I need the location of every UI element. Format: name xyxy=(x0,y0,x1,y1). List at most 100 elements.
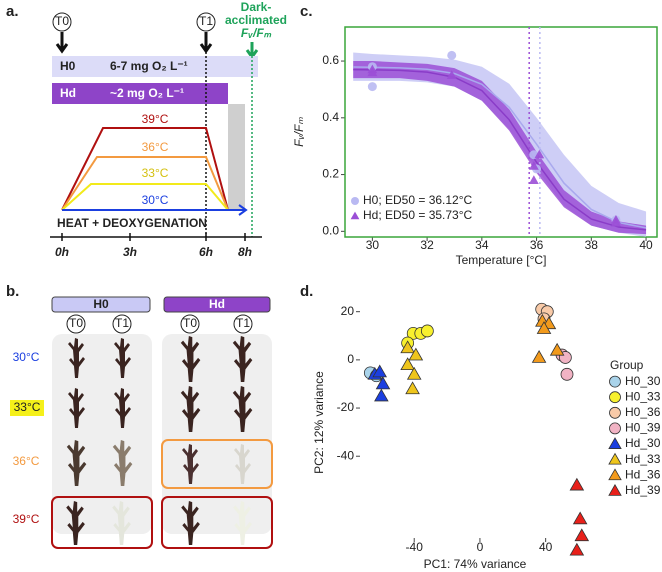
label-highlight xyxy=(10,400,44,416)
arrow xyxy=(245,42,259,60)
time-tick: 0h xyxy=(55,245,69,259)
temp-profile xyxy=(61,156,229,211)
legend-entry: H0_36 xyxy=(625,405,661,419)
legend-entry: H0_30 xyxy=(625,374,661,388)
point xyxy=(400,357,415,371)
x-tick-label: 38 xyxy=(585,238,599,252)
point xyxy=(549,342,565,356)
legend-entry: Hd_30 xyxy=(625,436,661,450)
panel-label: a. xyxy=(6,3,19,20)
row-label: 39°C xyxy=(13,512,40,526)
point xyxy=(531,350,547,363)
charts: c. 30 32 34 36 38 40 0.0 0.2 0.4 0.6 Temperature [°… xyxy=(292,3,661,571)
highlight-box xyxy=(161,439,273,489)
legend-marker xyxy=(350,211,360,220)
point xyxy=(560,367,574,381)
timepoint-marker xyxy=(233,314,253,334)
point xyxy=(405,381,420,395)
point xyxy=(372,364,388,378)
timepoint-marker xyxy=(196,12,216,32)
point xyxy=(569,477,585,491)
group-name: H0 xyxy=(93,297,109,311)
photo-panel xyxy=(162,334,272,534)
dark-label: acclimated xyxy=(225,13,287,27)
dark-label: Dark- xyxy=(241,0,272,14)
timepoint: T1 xyxy=(115,316,129,330)
legend-entry: Hd_39 xyxy=(625,483,661,497)
point xyxy=(408,347,424,361)
x-tick-label: 30 xyxy=(366,238,380,252)
treatment-name: H0 xyxy=(60,59,76,73)
temp-label: 39°C xyxy=(142,112,169,126)
temp-label: 30°C xyxy=(142,193,169,207)
x-axis-title: Temperature [°C] xyxy=(456,253,547,267)
panel-label: c. xyxy=(300,3,313,20)
point xyxy=(574,528,590,542)
panel-label: b. xyxy=(6,283,19,300)
point xyxy=(447,50,457,60)
row-label: 30°C xyxy=(13,350,40,364)
x-tick-label: 36 xyxy=(530,238,544,252)
timepoint-marker xyxy=(180,314,200,334)
point xyxy=(374,388,389,402)
temp-profile xyxy=(61,127,229,211)
y-tick-label: -40 xyxy=(337,448,355,462)
legend-marker xyxy=(609,391,621,404)
point xyxy=(572,511,588,525)
time-tick: 8h xyxy=(238,245,252,259)
point xyxy=(569,542,585,556)
timepoint: T1 xyxy=(236,316,250,330)
dark-label: Fᵥ/Fₘ xyxy=(241,26,272,40)
row-label: 36°C xyxy=(13,454,40,468)
arrow xyxy=(55,32,69,54)
y-axis-title: PC2: 12% variance xyxy=(312,371,326,474)
temp-label: 33°C xyxy=(142,166,169,180)
y-tick-label: 0.4 xyxy=(322,110,339,124)
timepoint: T0 xyxy=(183,316,197,330)
point xyxy=(446,70,457,79)
y-tick-label: 0 xyxy=(347,352,354,366)
point xyxy=(367,82,377,92)
point xyxy=(420,324,434,338)
x-tick-label: 32 xyxy=(420,238,434,252)
x-tick-label: 0 xyxy=(477,540,484,554)
x-tick-label: 34 xyxy=(475,238,489,252)
timepoint: T0 xyxy=(69,316,83,330)
dark-period xyxy=(228,104,245,210)
legend-marker xyxy=(608,452,622,465)
x-tick-label: 40 xyxy=(639,238,653,252)
x-tick-label: 40 xyxy=(539,540,553,554)
point xyxy=(528,161,539,170)
process-label: HEAT + DEOXYGENATION xyxy=(57,216,207,230)
legend-marker xyxy=(609,422,621,435)
y-tick-label: 20 xyxy=(341,304,355,318)
point xyxy=(536,321,552,334)
temp-profile xyxy=(61,183,229,211)
y-axis-title: Fᵥ/Fₘ xyxy=(292,117,306,147)
fit-line xyxy=(353,68,647,231)
legend-entry: Hd; ED50 = 35.73°C xyxy=(363,208,473,222)
point xyxy=(534,149,545,159)
time-tick: 6h xyxy=(199,245,213,259)
y-tick-label: -20 xyxy=(337,400,355,414)
oxygen-level: ~2 mg O₂ L⁻¹ xyxy=(110,86,184,100)
legend-marker xyxy=(608,437,622,449)
treatment-bar xyxy=(52,83,228,104)
fit-line xyxy=(353,66,647,229)
legend-title: Group xyxy=(610,358,644,372)
point xyxy=(406,366,422,380)
point xyxy=(400,340,415,354)
legend-entry: H0_33 xyxy=(625,389,661,403)
group-name: Hd xyxy=(209,297,225,311)
timepoint-marker xyxy=(66,314,86,334)
y-tick-label: 0.2 xyxy=(322,167,339,181)
point xyxy=(375,376,391,390)
legend-marker xyxy=(609,406,621,419)
legend-entry: H0; ED50 = 36.12°C xyxy=(363,193,473,207)
legend-marker xyxy=(609,375,621,388)
group-header xyxy=(163,296,271,313)
temp-profile xyxy=(62,204,248,216)
timepoint-marker xyxy=(52,12,72,32)
highlight-box xyxy=(51,496,153,549)
